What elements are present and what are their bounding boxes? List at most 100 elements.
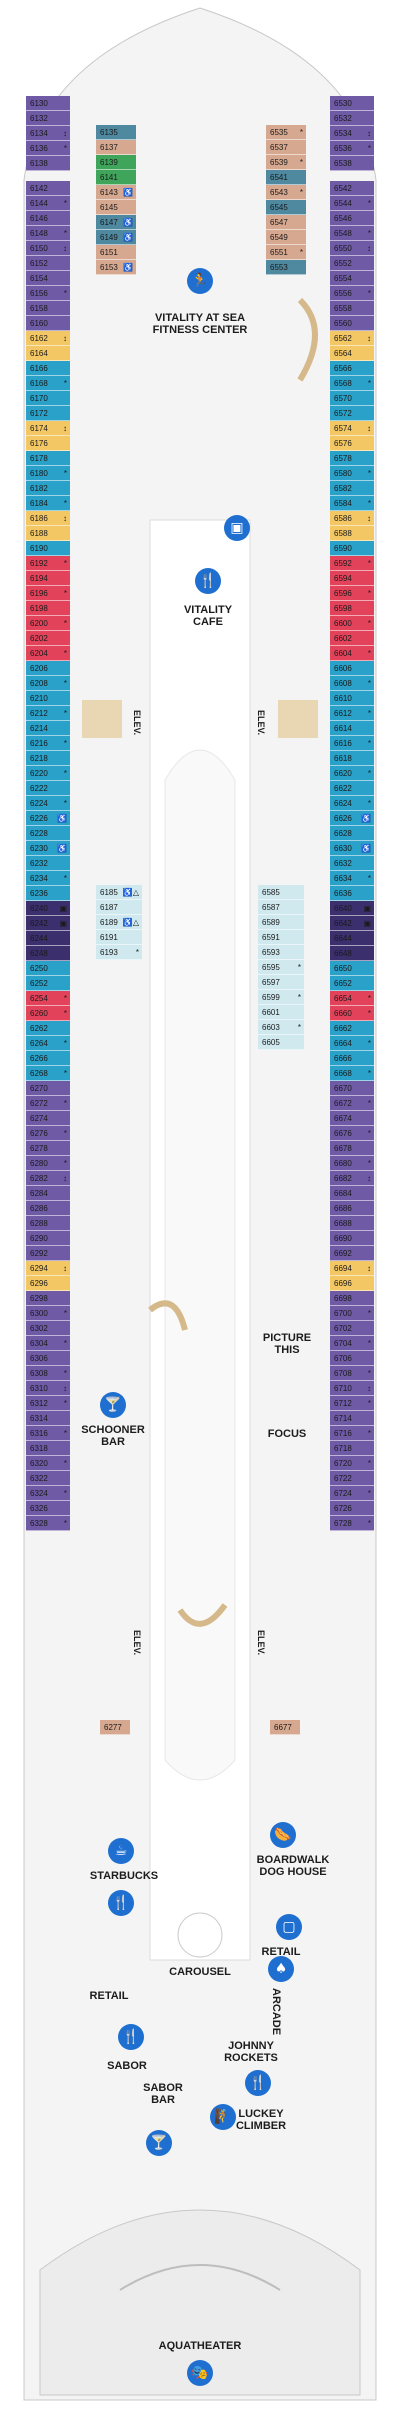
cabin[interactable]: 6254 * [26,991,70,1006]
bar-icon[interactable]: 🍸 [100,1392,126,1418]
cabin[interactable]: 6232 [26,856,70,871]
cabin[interactable]: 6582 [330,481,374,496]
cabin[interactable]: 6578 [330,451,374,466]
cabin[interactable]: 6142 [26,181,70,196]
cabin[interactable]: 6728 * [330,1516,374,1531]
cabin[interactable]: 6593 [258,945,304,960]
cabin[interactable]: 6692 [330,1246,374,1261]
cabin[interactable]: 6137 [96,140,136,155]
cabin[interactable]: 6236 [26,886,70,901]
cabin[interactable]: 6543 * [266,185,306,200]
fitness-icon[interactable]: 🏃 [187,268,213,294]
cabin[interactable]: 6668 * [330,1066,374,1081]
cabin[interactable]: 6150 ↕ [26,241,70,256]
cabin[interactable]: 6194 [26,571,70,586]
restroom-icon[interactable]: ▣ [224,515,250,541]
cabin[interactable]: 6536 * [330,141,374,156]
cabin[interactable]: 6212 * [26,706,70,721]
cabin[interactable]: 6612 * [330,706,374,721]
cabin[interactable]: 6650 [330,961,374,976]
cabin[interactable]: 6222 [26,781,70,796]
cabin[interactable]: 6278 [26,1141,70,1156]
cabin[interactable]: 6600 * [330,616,374,631]
cabin[interactable]: 6620 * [330,766,374,781]
cabin[interactable]: 6158 [26,301,70,316]
cabin[interactable]: 6172 [26,406,70,421]
cabin[interactable]: 6694 ↕ [330,1261,374,1276]
cabin[interactable]: 6724 * [330,1486,374,1501]
cabin[interactable]: 6322 [26,1471,70,1486]
starbucks-icon[interactable]: ☕ [108,1838,134,1864]
cabin[interactable]: 6690 [330,1231,374,1246]
cabin[interactable]: 6605 [258,1035,304,1050]
cabin[interactable]: 6580 * [330,466,374,481]
johnny-dining-icon[interactable]: 🍴 [245,2070,271,2096]
cabin[interactable]: 6666 [330,1051,374,1066]
cabin[interactable]: 6696 [330,1276,374,1291]
cabin[interactable]: 6136 * [26,141,70,156]
cabin[interactable]: 6682 ↕ [330,1171,374,1186]
cabin[interactable]: 6192 * [26,556,70,571]
cabin[interactable]: 6220 * [26,766,70,781]
cabin[interactable]: 6180 * [26,466,70,481]
cabin[interactable]: 6144 * [26,196,70,211]
cabin[interactable]: 6320 * [26,1456,70,1471]
cabin[interactable]: 6160 [26,316,70,331]
cabin[interactable]: 6674 [330,1111,374,1126]
cabin[interactable]: 6184 * [26,496,70,511]
cabin[interactable]: 6714 [330,1411,374,1426]
cabin[interactable]: 6138 [26,156,70,171]
cabin[interactable]: 6230 ♿ [26,841,70,856]
retail-icon[interactable]: ▢ [276,1914,302,1940]
cabin[interactable]: 6554 [330,271,374,286]
cabin[interactable]: 6146 [26,211,70,226]
boardwalk-icon[interactable]: 🌭 [270,1822,296,1848]
cabin[interactable]: 6191 [96,930,142,945]
cabin[interactable]: 6568 * [330,376,374,391]
cabin[interactable]: 6148 * [26,226,70,241]
cabin[interactable]: 6678 [330,1141,374,1156]
cabin[interactable]: 6614 [330,721,374,736]
cabin[interactable]: 6274 [26,1111,70,1126]
cabin[interactable]: 6564 [330,346,374,361]
cabin[interactable]: 6530 [330,96,374,111]
cabin[interactable]: 6586 ↕ [330,511,374,526]
cabin[interactable]: 6134 ↕ [26,126,70,141]
cabin[interactable]: 6204 * [26,646,70,661]
cabin[interactable]: 6296 [26,1276,70,1291]
cabin[interactable]: 6640 ▣ [330,901,374,916]
cabin[interactable]: 6662 [330,1021,374,1036]
cabin[interactable]: 6300 * [26,1306,70,1321]
cabin[interactable]: 6584 * [330,496,374,511]
cabin[interactable]: 6186 ↕ [26,511,70,526]
cabin[interactable]: 6712 * [330,1396,374,1411]
cabin[interactable]: 6272 * [26,1096,70,1111]
cabin[interactable]: 6589 [258,915,304,930]
cabin[interactable]: 6326 [26,1501,70,1516]
cabin[interactable]: 6154 [26,271,70,286]
cabin[interactable]: 6310 ↕ [26,1381,70,1396]
cabin[interactable]: 6189 ♿△ [96,915,142,930]
cabin[interactable]: 6149 ♿ [96,230,136,245]
cabin[interactable]: 6218 [26,751,70,766]
cabin[interactable]: 6170 [26,391,70,406]
cabin[interactable]: 6162 ↕ [26,331,70,346]
cabin[interactable]: 6276 * [26,1126,70,1141]
cabin[interactable]: 6652 [330,976,374,991]
cabin[interactable]: 6636 [330,886,374,901]
cabin[interactable]: 6288 [26,1216,70,1231]
cabin[interactable]: 6616 * [330,736,374,751]
cabin[interactable]: 6602 [330,631,374,646]
cabin[interactable]: 6132 [26,111,70,126]
cabin[interactable]: 6264 * [26,1036,70,1051]
cabin[interactable]: 6130 [26,96,70,111]
cabin[interactable]: 6700 * [330,1306,374,1321]
cabin[interactable]: 6266 [26,1051,70,1066]
cabin[interactable]: 6688 [330,1216,374,1231]
cabin[interactable]: 6570 [330,391,374,406]
cabin[interactable]: 6260 * [26,1006,70,1021]
cabin[interactable]: 6550 ↕ [330,241,374,256]
cabin[interactable]: 6306 [26,1351,70,1366]
cabin[interactable]: 6153 ♿ [96,260,136,275]
cabin[interactable]: 6560 [330,316,374,331]
